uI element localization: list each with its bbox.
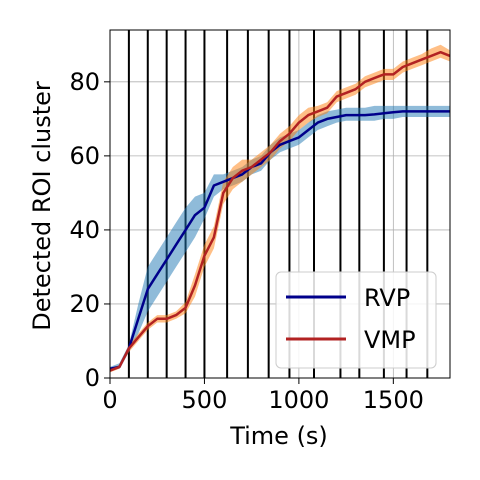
tick-layer: 0 500 1000 1500 0 20 40 60 80	[69, 68, 423, 414]
y-tick-label: 40	[69, 216, 100, 244]
confidence-band-rvp	[110, 105, 450, 371]
y-axis-label: Detected ROI cluster	[28, 81, 56, 331]
legend: RVP VMP	[275, 271, 437, 369]
series-line-vmp	[109, 50, 451, 372]
x-tick-label: 1500	[363, 386, 424, 414]
legend-label-rvp: RVP	[364, 284, 410, 312]
y-tick-label: 60	[69, 142, 100, 170]
series-line-rvp	[109, 110, 450, 370]
series-layer	[109, 50, 451, 372]
y-tick-label: 20	[69, 290, 100, 318]
x-tick-label: 1000	[268, 386, 329, 414]
band-layer	[110, 44, 450, 373]
legend-label-vmp: VMP	[364, 326, 416, 354]
y-tick-label: 80	[69, 68, 100, 96]
plot-frame	[109, 29, 451, 379]
confidence-band-vmp	[110, 44, 450, 373]
y-tick-label: 0	[85, 364, 100, 392]
x-tick-label: 500	[182, 386, 228, 414]
x-axis-label: Time (s)	[229, 422, 328, 450]
x-tick-label: 0	[102, 386, 117, 414]
